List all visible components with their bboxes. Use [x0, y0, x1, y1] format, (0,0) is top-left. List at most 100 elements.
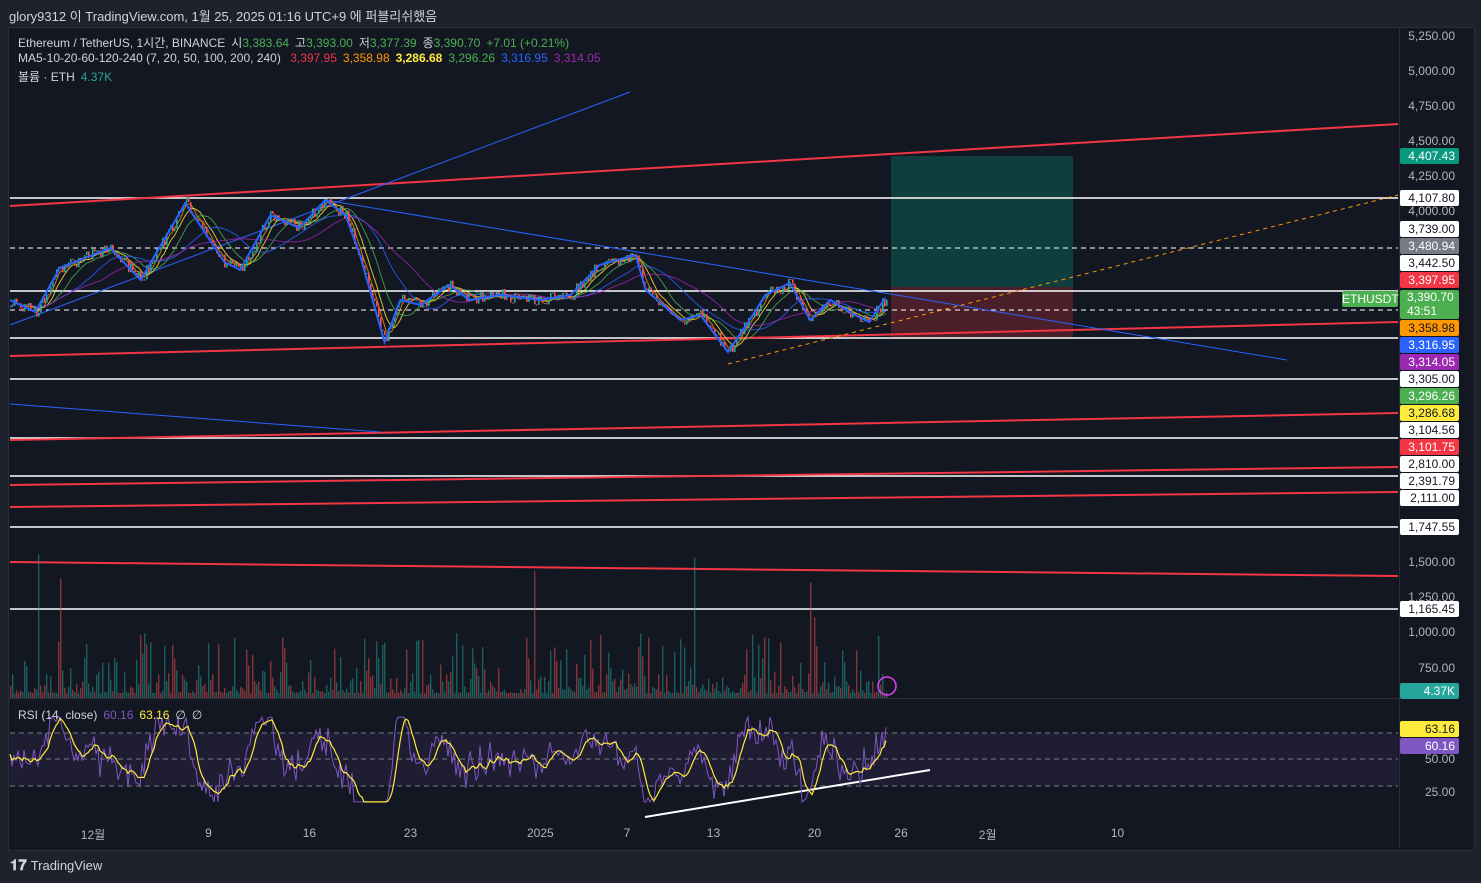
volume-bar	[570, 688, 572, 698]
candle	[494, 296, 496, 298]
candle	[172, 225, 174, 231]
high-value: 3,393.00	[306, 36, 353, 50]
volume-bar	[244, 691, 246, 698]
volume-bar	[518, 692, 520, 698]
volume-bar	[606, 674, 608, 698]
candle	[830, 304, 832, 307]
rsi-na: ∅	[175, 708, 186, 722]
volume-bar	[876, 691, 878, 698]
volume-bar	[342, 689, 344, 698]
volume-bar	[268, 692, 270, 698]
price-level-tag: 4.37K	[1400, 683, 1459, 699]
candle	[876, 305, 878, 321]
candle	[202, 220, 204, 230]
candle	[230, 259, 232, 264]
volume-bar	[10, 685, 12, 698]
ma-title[interactable]: MA5-10-20-60-120-240 (7, 20, 50, 100, 20…	[18, 51, 281, 65]
volume-bar	[232, 686, 234, 698]
volume-bar	[512, 692, 514, 698]
volume-bar	[476, 667, 478, 698]
price-axis-label: 5,250.00	[1408, 29, 1455, 43]
volume-bar	[416, 641, 418, 698]
candle	[550, 292, 552, 301]
symbol-title[interactable]: Ethereum / TetherUS, 1시간, BINANCE	[18, 36, 226, 50]
price-level-tag: 3,286.68	[1400, 405, 1459, 421]
candle	[248, 256, 250, 261]
candle	[426, 302, 428, 307]
candle	[338, 211, 340, 216]
volume-bar	[746, 648, 748, 698]
candle	[310, 216, 312, 219]
chart-frame[interactable]	[8, 27, 1475, 851]
volume-bar	[314, 676, 316, 698]
candle	[142, 279, 144, 281]
volume-bar	[792, 675, 794, 698]
volume-bar	[624, 689, 626, 698]
position-target-zone	[891, 156, 1073, 287]
volume-bar	[304, 689, 306, 698]
volume-bar	[504, 689, 506, 698]
candle	[96, 250, 98, 252]
volume-bar	[84, 657, 86, 698]
volume-bar	[408, 692, 410, 698]
volume-bar	[552, 692, 554, 698]
volume-bar	[830, 692, 832, 698]
volume-bar	[204, 683, 206, 698]
rsi-title[interactable]: RSI (14, close)	[18, 708, 98, 722]
volume-bar	[368, 658, 370, 698]
candle	[176, 216, 178, 229]
volume-bar	[350, 680, 352, 698]
volume-bar	[178, 692, 180, 698]
volume-title[interactable]: 볼륨 · ETH	[18, 70, 75, 84]
volume-bar	[778, 685, 780, 698]
candle	[752, 316, 754, 318]
alert-bolt-icon	[877, 676, 897, 696]
candle	[514, 293, 516, 303]
volume-bar	[306, 692, 308, 698]
candle	[556, 299, 558, 301]
candle	[292, 218, 294, 223]
candle	[882, 298, 884, 313]
volume-bar	[488, 690, 490, 698]
candle	[84, 255, 86, 258]
candle	[368, 272, 370, 285]
candle	[188, 197, 190, 203]
volume-bar	[136, 659, 138, 698]
volume-bar	[860, 670, 862, 698]
volume-bar	[458, 692, 460, 698]
volume-bar	[542, 692, 544, 698]
volume-bar	[674, 651, 676, 698]
volume-bar	[622, 669, 624, 698]
volume-bar	[386, 692, 388, 698]
candle	[646, 288, 648, 291]
volume-bar	[642, 656, 644, 698]
candle	[404, 294, 406, 300]
volume-bar	[322, 691, 324, 698]
candle	[124, 257, 126, 261]
candle	[470, 293, 472, 296]
candle	[372, 292, 374, 299]
volume-bar	[362, 692, 364, 698]
volume-bar	[48, 692, 50, 698]
volume-bar	[366, 670, 368, 698]
volume-bar	[146, 644, 148, 698]
volume-legend: 볼륨 · ETH 4.37K	[18, 68, 118, 85]
candle	[244, 266, 246, 271]
volume-bar	[444, 691, 446, 698]
candle	[144, 279, 146, 281]
volume-bar	[840, 687, 842, 698]
volume-bar	[772, 692, 774, 698]
tradingview-logo[interactable]: 𝟏𝟕 TradingView	[10, 857, 102, 874]
candle	[330, 198, 332, 207]
candle	[36, 307, 38, 317]
volume-bar	[644, 676, 646, 698]
candle	[866, 315, 868, 318]
volume-bar	[310, 659, 312, 698]
price-level-tag: 3,739.00	[1400, 221, 1459, 237]
ma-value: 3,314.05	[553, 51, 601, 65]
candle	[342, 205, 344, 214]
volume-bar	[382, 644, 384, 698]
volume-bar	[380, 684, 382, 698]
volume-bar	[468, 692, 470, 698]
